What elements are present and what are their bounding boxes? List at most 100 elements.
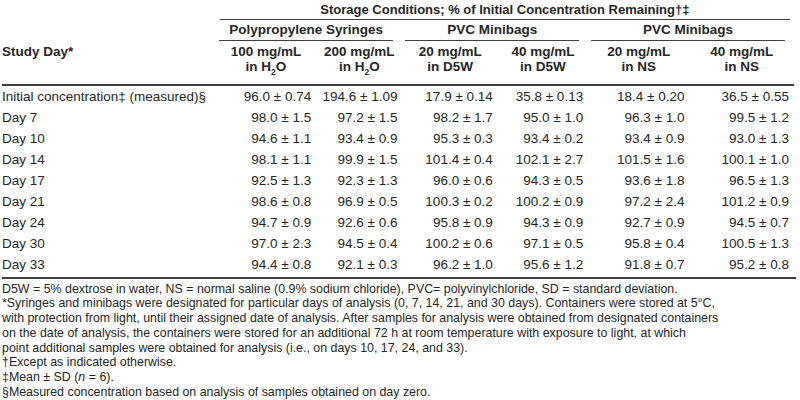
value-cell: 94.5 ± 0.4	[316, 233, 402, 254]
value-cell: 91.8 ± 0.7	[588, 254, 689, 275]
value-cell: 98.2 ± 1.7	[402, 107, 497, 128]
value-cell: 93.4 ± 0.2	[498, 128, 588, 149]
column-header-20mgml-d5w: 20 mg/mL in D5W	[402, 41, 497, 85]
value-cell: 101.4 ± 0.4	[402, 149, 497, 170]
column-header-line2: in H2O	[216, 59, 316, 80]
value-cell: 99.5 ± 1.2	[690, 107, 794, 128]
value-cell: 96.5 ± 1.3	[690, 170, 794, 191]
column-header-line1: 40 mg/mL	[498, 44, 588, 59]
value-cell: 101.2 ± 0.9	[690, 191, 794, 212]
row-label: Day 30	[2, 233, 216, 254]
footnote-double-dagger: ‡Mean ± SD (n = 6).	[2, 370, 796, 385]
footnote-abbreviations: D5W = 5% dextrose in water, NS = normal …	[2, 282, 796, 297]
stability-table: Storage Conditions; % of Initial Concent…	[2, 2, 794, 275]
column-header-line1: 20 mg/mL	[402, 44, 497, 59]
value-cell: 94.4 ± 0.8	[216, 254, 316, 275]
value-cell: 96.3 ± 1.0	[588, 107, 689, 128]
footnote-section: §Measured concentration based on analysi…	[2, 385, 796, 400]
column-group-row: Polypropylene Syringes PVC Minibags PVC …	[2, 20, 794, 41]
value-cell: 102.1 ± 2.7	[498, 149, 588, 170]
value-cell: 98.0 ± 1.5	[216, 107, 316, 128]
value-cell: 100.1 ± 1.0	[690, 149, 794, 170]
value-cell: 36.5 ± 0.55	[690, 85, 794, 107]
value-cell: 92.6 ± 0.6	[316, 212, 402, 233]
value-cell: 97.2 ± 1.5	[316, 107, 402, 128]
column-header-line2: in D5W	[402, 59, 497, 80]
table-row-day17: Day 17 92.5 ± 1.3 92.3 ± 1.3 96.0 ± 0.6 …	[2, 170, 794, 191]
table-row-day33: Day 33 94.4 ± 0.8 92.1 ± 0.3 96.2 ± 1.0 …	[2, 254, 794, 275]
column-header-line1: 40 mg/mL	[690, 44, 794, 59]
table-row-day7: Day 7 98.0 ± 1.5 97.2 ± 1.5 98.2 ± 1.7 9…	[2, 107, 794, 128]
row-label: Day 17	[2, 170, 216, 191]
column-header-200mgml-h2o: 200 mg/mL in H2O	[316, 41, 402, 85]
value-cell: 194.6 ± 1.09	[316, 85, 402, 107]
value-cell: 95.8 ± 0.9	[402, 212, 497, 233]
value-cell: 35.8 ± 0.13	[498, 85, 588, 107]
value-cell: 95.0 ± 1.0	[498, 107, 588, 128]
value-cell: 95.3 ± 0.3	[402, 128, 497, 149]
column-header-row: Study Day* 100 mg/mL in H2O 200 mg/mL in…	[2, 41, 794, 85]
value-cell: 100.2 ± 0.6	[402, 233, 497, 254]
stub-header: Study Day*	[2, 41, 216, 85]
column-header-20mgml-ns: 20 mg/mL in NS	[588, 41, 689, 85]
value-cell: 17.9 ± 0.14	[402, 85, 497, 107]
value-cell: 94.6 ± 1.1	[216, 128, 316, 149]
value-cell: 92.1 ± 0.3	[316, 254, 402, 275]
table-row-day21: Day 21 98.6 ± 0.8 96.9 ± 0.5 100.3 ± 0.2…	[2, 191, 794, 212]
value-cell: 101.5 ± 1.6	[588, 149, 689, 170]
column-header-line2: in H2O	[316, 59, 402, 80]
value-cell: 95.6 ± 1.2	[498, 254, 588, 275]
value-cell: 93.0 ± 1.3	[690, 128, 794, 149]
table-row-day14: Day 14 98.1 ± 1.1 99.9 ± 1.5 101.4 ± 0.4…	[2, 149, 794, 170]
column-header-line1: 20 mg/mL	[588, 44, 689, 59]
value-cell: 94.5 ± 0.7	[690, 212, 794, 233]
column-header-line2: in D5W	[498, 59, 588, 80]
column-header-line2: in NS	[588, 59, 689, 80]
empty-corner-cell	[2, 2, 216, 20]
value-cell: 94.7 ± 0.9	[216, 212, 316, 233]
row-label: Day 14	[2, 149, 216, 170]
value-cell: 96.2 ± 1.0	[402, 254, 497, 275]
value-cell: 99.9 ± 1.5	[316, 149, 402, 170]
value-cell: 97.1 ± 0.5	[498, 233, 588, 254]
value-cell: 100.5 ± 1.3	[690, 233, 794, 254]
value-cell: 93.4 ± 0.9	[316, 128, 402, 149]
group-header-pvc-minibags-ns: PVC Minibags	[588, 20, 794, 41]
column-group-label: Polypropylene Syringes	[219, 20, 394, 41]
footnote-dagger: †Except as indicated otherwise.	[2, 355, 796, 370]
column-group-label: PVC Minibags	[591, 20, 785, 41]
empty-corner-cell	[2, 20, 216, 41]
journal-table-page: Storage Conditions; % of Initial Concent…	[0, 0, 800, 399]
value-cell: 96.0 ± 0.74	[216, 85, 316, 107]
value-cell: 92.5 ± 1.3	[216, 170, 316, 191]
row-label: Day 21	[2, 191, 216, 212]
value-cell: 92.7 ± 0.9	[588, 212, 689, 233]
value-cell: 93.6 ± 1.8	[588, 170, 689, 191]
value-cell: 94.3 ± 0.5	[498, 170, 588, 191]
value-cell: 97.0 ± 2.3	[216, 233, 316, 254]
value-cell: 94.3 ± 0.9	[498, 212, 588, 233]
footnotes: D5W = 5% dextrose in water, NS = normal …	[2, 277, 796, 400]
column-header-line2: in NS	[690, 59, 794, 80]
table-title: Storage Conditions; % of Initial Concent…	[220, 2, 790, 20]
footnote-star-line4: point additional samples were obtained f…	[2, 341, 796, 356]
value-cell: 97.2 ± 2.4	[588, 191, 689, 212]
value-cell: 18.4 ± 0.20	[588, 85, 689, 107]
column-header-40mgml-ns: 40 mg/mL in NS	[690, 41, 794, 85]
spanner-title-row: Storage Conditions; % of Initial Concent…	[2, 2, 794, 20]
value-cell: 98.1 ± 1.1	[216, 149, 316, 170]
value-cell: 95.8 ± 0.4	[588, 233, 689, 254]
value-cell: 93.4 ± 0.9	[588, 128, 689, 149]
value-cell: 92.3 ± 1.3	[316, 170, 402, 191]
column-header-line1: 200 mg/mL	[316, 44, 402, 59]
column-header-100mgml-h2o: 100 mg/mL in H2O	[216, 41, 316, 85]
table-row-day30: Day 30 97.0 ± 2.3 94.5 ± 0.4 100.2 ± 0.6…	[2, 233, 794, 254]
value-cell: 96.0 ± 0.6	[402, 170, 497, 191]
table-row-day24: Day 24 94.7 ± 0.9 92.6 ± 0.6 95.8 ± 0.9 …	[2, 212, 794, 233]
row-label: Day 33	[2, 254, 216, 275]
group-header-pvc-minibags-d5w: PVC Minibags	[402, 20, 588, 41]
footnote-star-line2: with protection from light, until their …	[2, 311, 796, 326]
row-label: Day 10	[2, 128, 216, 149]
value-cell: 100.2 ± 0.9	[498, 191, 588, 212]
table-row-day10: Day 10 94.6 ± 1.1 93.4 ± 0.9 95.3 ± 0.3 …	[2, 128, 794, 149]
